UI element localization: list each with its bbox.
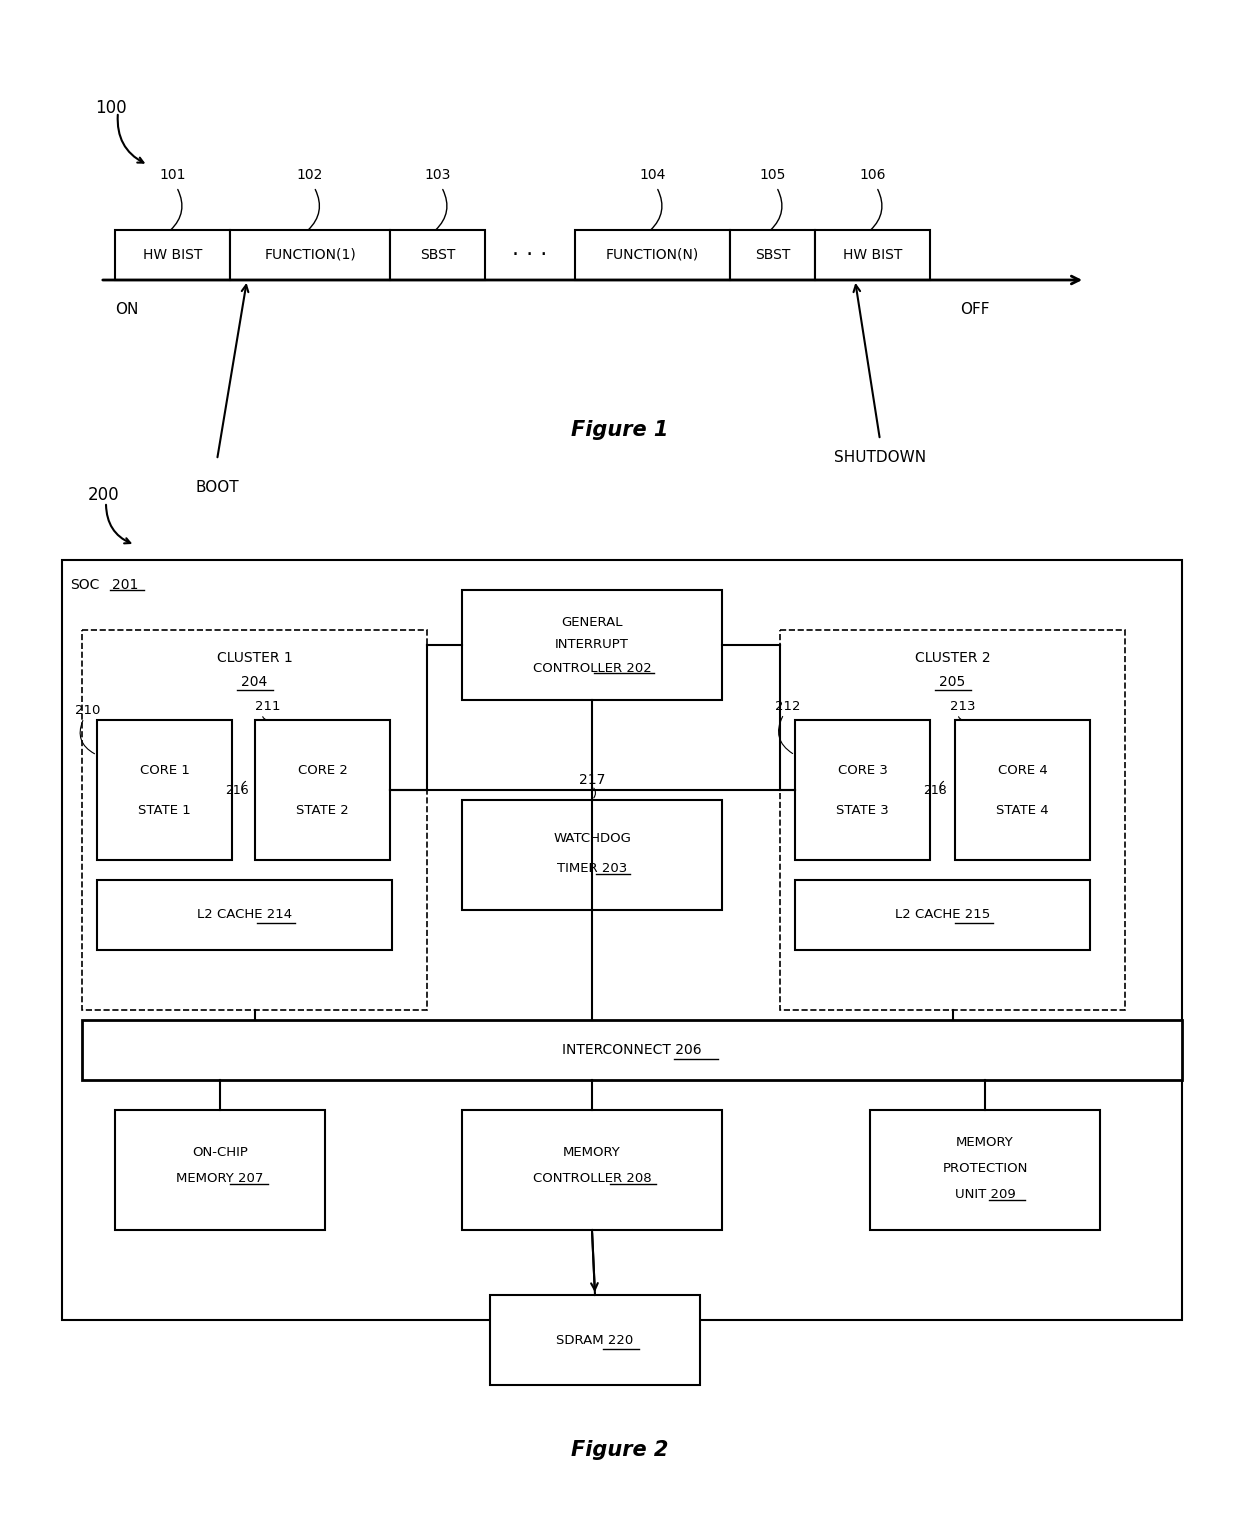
Bar	[255, 721, 391, 860]
Text: STATE 3: STATE 3	[836, 804, 889, 816]
Text: 218: 218	[923, 784, 947, 796]
Text: SHUTDOWN: SHUTDOWN	[835, 450, 926, 465]
Text: STATE 1: STATE 1	[138, 804, 191, 816]
Text: CORE 3: CORE 3	[837, 763, 888, 777]
Text: CORE 2: CORE 2	[298, 763, 347, 777]
Bar	[955, 721, 1090, 860]
Text: CONTROLLER 202: CONTROLLER 202	[533, 662, 651, 675]
Text: L2 CACHE 214: L2 CACHE 214	[197, 908, 293, 922]
Text: STATE 2: STATE 2	[296, 804, 348, 816]
Bar	[780, 630, 1125, 1010]
Text: OFF: OFF	[960, 301, 990, 316]
Text: STATE 4: STATE 4	[996, 804, 1049, 816]
Text: SDRAM 220: SDRAM 220	[557, 1334, 634, 1346]
Bar	[870, 1110, 1100, 1229]
Text: INTERCONNECT 206: INTERCONNECT 206	[562, 1043, 702, 1057]
Bar	[97, 880, 392, 949]
Text: ON: ON	[115, 301, 139, 316]
Text: MEMORY 207: MEMORY 207	[176, 1172, 264, 1184]
Text: CORE 4: CORE 4	[998, 763, 1048, 777]
Text: SBST: SBST	[420, 248, 455, 262]
Bar	[463, 1110, 722, 1229]
Text: SBST: SBST	[755, 248, 790, 262]
Text: 103: 103	[424, 168, 450, 182]
Bar	[391, 230, 485, 280]
Bar	[795, 880, 1090, 949]
Text: 101: 101	[159, 168, 186, 182]
Text: HW BIST: HW BIST	[843, 248, 903, 262]
Text: FUNCTION(N): FUNCTION(N)	[606, 248, 699, 262]
Text: 100: 100	[95, 98, 126, 117]
Text: WATCHDOG: WATCHDOG	[553, 831, 631, 845]
Text: 210: 210	[74, 704, 100, 716]
Text: BOOT: BOOT	[195, 480, 239, 495]
Text: · · ·: · · ·	[512, 245, 548, 265]
Bar	[115, 1110, 325, 1229]
Bar	[575, 230, 730, 280]
Text: Figure 2: Figure 2	[572, 1440, 668, 1459]
Text: 102: 102	[296, 168, 324, 182]
Bar	[730, 230, 815, 280]
Bar	[795, 721, 930, 860]
Text: SOC: SOC	[69, 578, 99, 592]
Text: MEMORY: MEMORY	[956, 1136, 1014, 1149]
Bar	[463, 799, 722, 910]
Text: Figure 1: Figure 1	[572, 419, 668, 441]
Text: TIMER 203: TIMER 203	[557, 861, 627, 875]
Bar	[62, 560, 1182, 1320]
Text: 200: 200	[88, 486, 119, 504]
Text: 213: 213	[950, 699, 976, 713]
Text: CLUSTER 2: CLUSTER 2	[915, 651, 991, 665]
Text: 216: 216	[226, 784, 249, 796]
Text: CLUSTER 1: CLUSTER 1	[217, 651, 293, 665]
Text: CORE 1: CORE 1	[140, 763, 190, 777]
Bar	[463, 590, 722, 699]
Text: 105: 105	[759, 168, 786, 182]
Text: 106: 106	[859, 168, 885, 182]
Bar	[229, 230, 391, 280]
Text: 211: 211	[255, 699, 280, 713]
Bar	[82, 1020, 1182, 1079]
Text: 201: 201	[112, 578, 139, 592]
Text: PROTECTION: PROTECTION	[942, 1161, 1028, 1175]
Bar	[490, 1294, 701, 1385]
Text: L2 CACHE 215: L2 CACHE 215	[895, 908, 990, 922]
Bar	[815, 230, 930, 280]
Text: ON-CHIP: ON-CHIP	[192, 1146, 248, 1158]
Text: 217: 217	[579, 774, 605, 787]
Text: UNIT 209: UNIT 209	[955, 1187, 1016, 1201]
Text: GENERAL: GENERAL	[562, 616, 622, 628]
Text: 205: 205	[940, 675, 966, 689]
Text: MEMORY: MEMORY	[563, 1146, 621, 1158]
Text: HW BIST: HW BIST	[143, 248, 202, 262]
Text: INTERRUPT: INTERRUPT	[556, 639, 629, 651]
Text: 204: 204	[242, 675, 268, 689]
Bar	[115, 230, 229, 280]
Text: FUNCTION(1): FUNCTION(1)	[264, 248, 356, 262]
Text: CONTROLLER 208: CONTROLLER 208	[533, 1172, 651, 1184]
Bar	[97, 721, 232, 860]
Text: 104: 104	[640, 168, 666, 182]
Bar	[82, 630, 427, 1010]
Text: 212: 212	[775, 699, 801, 713]
